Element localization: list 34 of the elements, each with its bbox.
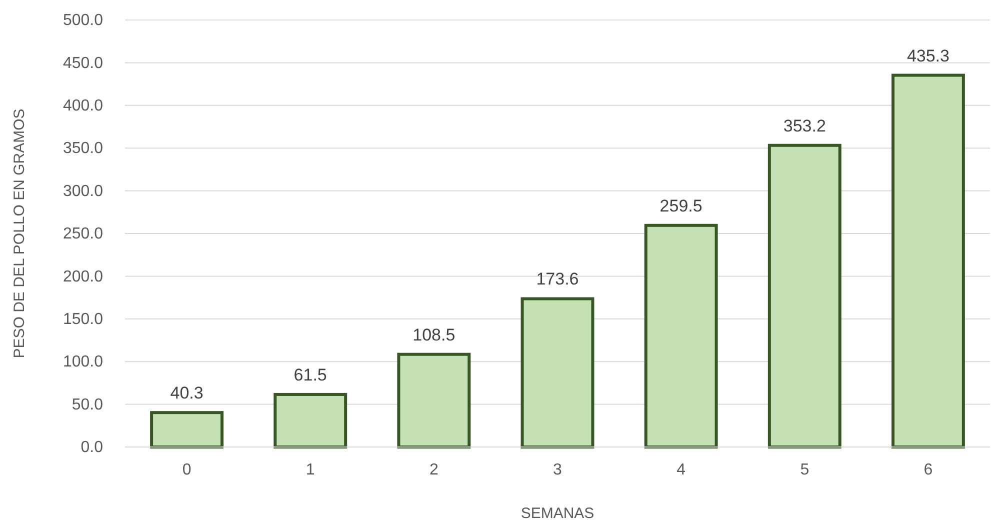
bar: [150, 411, 224, 448]
y-tick-label: 450.0: [62, 54, 104, 72]
x-tick-label: 4: [676, 461, 686, 478]
x-tick-label: 2: [429, 461, 438, 478]
bar: [520, 297, 594, 448]
bar: [644, 224, 718, 448]
x-tick-label: 1: [306, 461, 315, 478]
bar: [891, 74, 965, 448]
y-axis-title: PESO DE DEL POLLO EN GRAMOS: [11, 108, 28, 358]
bar: [397, 352, 471, 448]
y-tick-label: 400.0: [62, 98, 104, 115]
data-label: 61.5: [294, 365, 327, 384]
y-tick-label: 500.0: [62, 12, 104, 30]
data-label: 259.5: [660, 196, 702, 216]
x-tick-label: 6: [924, 461, 933, 478]
data-label: 435.3: [906, 46, 950, 66]
data-label: 108.5: [412, 325, 456, 344]
x-tick-label: 3: [553, 461, 562, 478]
y-tick-label: 50.0: [72, 396, 104, 414]
y-tick-label: 150.0: [62, 311, 104, 328]
y-tick-label: 350.0: [62, 140, 104, 158]
y-tick-label: 0.0: [80, 439, 104, 456]
y-tick-label: 300.0: [62, 182, 104, 200]
y-tick-label: 100.0: [62, 354, 104, 371]
y-tick-label: 250.0: [62, 226, 104, 243]
x-tick-label: 0: [182, 461, 192, 478]
data-label: 173.6: [536, 270, 579, 289]
data-label: 353.2: [783, 116, 826, 136]
data-label: 40.3: [170, 384, 204, 403]
bar: [274, 392, 348, 448]
y-tick-label: 200.0: [62, 268, 104, 286]
bar: [768, 144, 842, 448]
x-tick-label: 5: [800, 461, 810, 478]
x-axis-title: SEMANAS: [520, 505, 594, 522]
